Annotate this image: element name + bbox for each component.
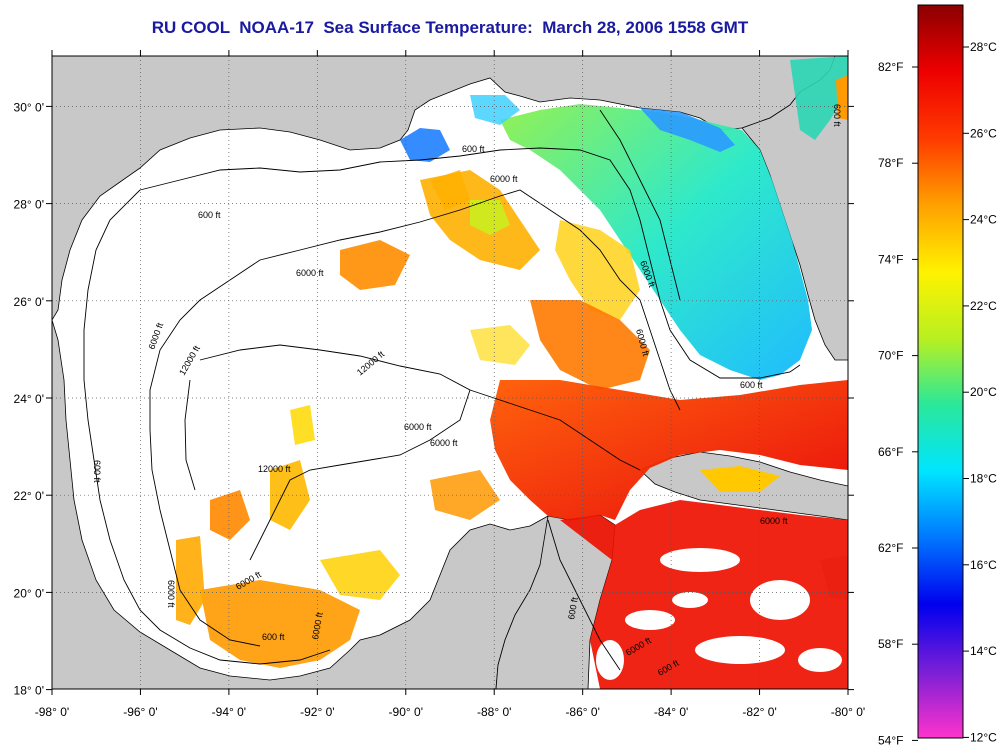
lat-tick-label: 28° 0' [14,198,44,212]
contour-label: 600 ft [566,596,580,620]
lat-tick-label: 24° 0' [14,392,44,406]
contour-label: 600 ft [262,632,285,642]
contour-label: 6000 ft [310,611,325,640]
sst-warm-patch [340,240,410,290]
contour-600ft-yucatan [547,519,621,671]
lat-tick-label: 20° 0' [14,586,44,600]
contour-label: 6000 ft [404,422,432,432]
fahrenheit-axis: 82°F 78°F 74°F 70°F 66°F 62°F 58°F 54°F [878,60,918,747]
sst-campeche-warm [270,460,310,530]
fahrenheit-label: 58°F [878,637,903,651]
contour-label: 6000 ft [166,580,176,608]
sst-hot-region [490,380,848,520]
celsius-label: 28°C [970,40,997,54]
contour-label: 6000 ft [430,438,458,448]
celsius-label: 22°C [970,299,997,313]
contour-label: 600 ft [740,380,763,390]
longitude-axis: -98° 0' -96° 0' -94° 0' -92° 0' -90° 0' -88° … [35,50,865,719]
celsius-label: 26°C [970,126,997,140]
grid-lines [52,56,848,689]
contour-label: 6000 ft [760,516,788,526]
yucatan-land [495,514,616,689]
lat-tick-label: 26° 0' [14,295,44,309]
cloud-gaps [596,548,842,680]
fahrenheit-label: 82°F [878,60,903,74]
contour-600ft-west [83,189,331,665]
sst-campeche-warm [210,490,250,540]
contour-6000ft-west [149,259,261,647]
sst-atlantic-warm [836,75,848,120]
contour-6000ft [259,189,681,411]
lat-tick-label: 22° 0' [14,489,44,503]
celsius-axis: 28°C 26°C 24°C 22°C 20°C 18°C 16°C 14°C 12°C [963,40,997,744]
lon-tick-label: -90° 0' [389,705,423,719]
lon-tick-label: -98° 0' [35,705,69,719]
contour-12000ft-inner [184,379,196,491]
sst-cool-shelf [500,104,812,380]
celsius-label: 18°C [970,472,997,486]
sst-warm-patch [555,220,640,320]
lon-tick-label: -88° 0' [477,705,511,719]
sst-warm-patch [470,200,510,235]
contour-label: 600 ft [198,210,221,220]
contour-600ft-florida [599,109,681,301]
lon-tick-label: -84° 0' [654,705,688,719]
contour-label: 6000 ft [490,174,518,184]
lon-tick-label: -86° 0' [565,705,599,719]
map-frame [51,55,849,690]
lon-tick-label: -96° 0' [123,705,157,719]
contour-12000ft [199,344,471,561]
fahrenheit-label: 66°F [878,445,903,459]
sst-texas-shelf [430,170,470,210]
sst-campeche-warm [176,536,205,625]
sst-mid-patch [290,405,315,445]
contour-label: 600 ft [462,144,485,154]
lon-tick-label: -94° 0' [212,705,246,719]
sst-warm-patch [470,325,530,365]
latitude-axis: 30° 0' 28° 0' 26° 0' 24° 0' 22° 0' 20° 0' 18° … [14,100,854,698]
sst-cold-patch [470,95,520,125]
celsius-label: 12°C [970,730,997,744]
lon-tick-label: -82° 0' [742,705,776,719]
colorbar [917,4,964,739]
contour-label: 12000 ft [258,464,291,474]
sst-campeche-warm [200,580,360,668]
sst-atlantic-strip [790,56,848,140]
sst-warm-patch [530,300,650,390]
lat-tick-label: 18° 0' [14,684,44,698]
lat-tick-label: 30° 0' [14,100,44,114]
lon-tick-label: -92° 0' [300,705,334,719]
celsius-label: 20°C [970,385,997,399]
lon-tick-label: -80° 0' [831,705,865,719]
fahrenheit-label: 54°F [878,733,903,747]
fahrenheit-label: 74°F [878,252,903,266]
celsius-label: 24°C [970,213,997,227]
celsius-label: 14°C [970,644,997,658]
bathymetry-contours [83,109,801,671]
map-title: RU COOL NOAA-17 Sea Surface Temperature:… [151,18,749,37]
sst-cold-patch [400,128,450,162]
sst-mid-patch [320,550,400,600]
sst-cuba-shelf [700,466,780,492]
contour-6000ft-mid [469,389,641,471]
contour-label: 600 ft [832,104,842,127]
contour-600ft [139,147,801,379]
sst-cold-patch [640,108,735,152]
contour-label: 6000 ft [296,268,324,278]
contour-label: 600 ft [92,460,102,483]
fahrenheit-label: 78°F [878,156,903,170]
fahrenheit-label: 70°F [878,349,903,363]
celsius-label: 16°C [970,558,997,572]
fahrenheit-label: 62°F [878,541,903,555]
